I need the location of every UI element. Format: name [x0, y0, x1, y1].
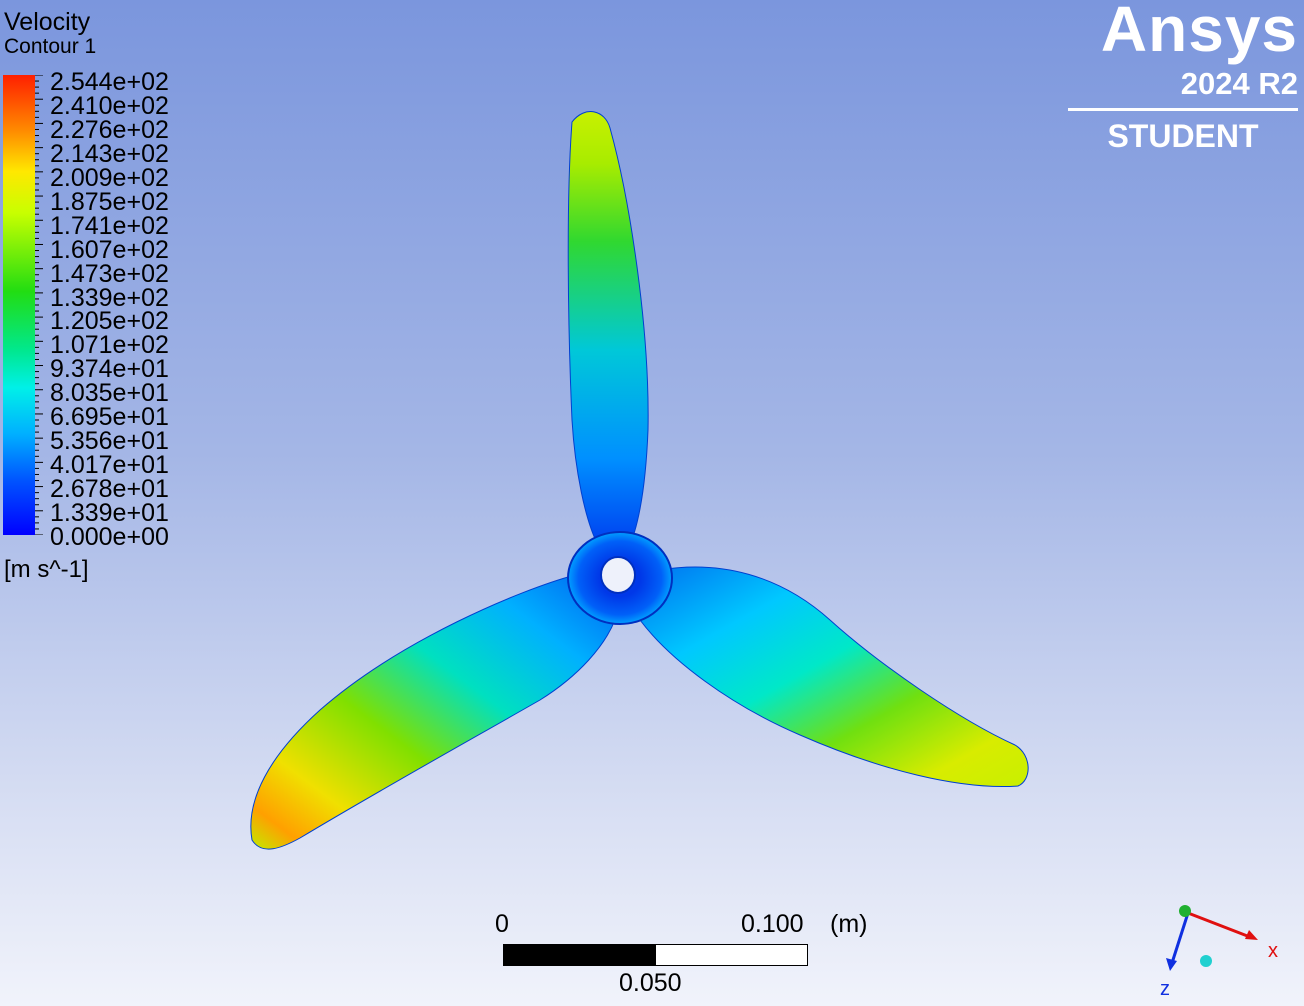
- propeller-blade-right: [639, 566, 1029, 787]
- scale-mid-label: 0.050: [619, 969, 682, 997]
- color-bar-label: 2.678e+01: [50, 475, 169, 504]
- scale-unit-label: (m): [830, 910, 868, 938]
- z-axis-arrowhead: [1166, 958, 1177, 971]
- color-bar-label: 2.544e+02: [50, 68, 169, 96]
- color-bar-label: 1.339e+01: [50, 499, 169, 528]
- z-axis-arrow: [1170, 912, 1190, 964]
- color-bar-label: 1.339e+02: [50, 283, 169, 312]
- scale-bar-white-segment: [655, 944, 808, 966]
- color-bar-label: 9.374e+01: [50, 355, 169, 384]
- logo-edition: STUDENT: [1107, 118, 1259, 154]
- contour-name: Contour 1: [4, 35, 97, 58]
- legend-title: Velocity Contour 1: [4, 8, 96, 58]
- color-bar-label: 1.205e+02: [50, 307, 169, 336]
- color-bar-label: 2.143e+02: [50, 139, 169, 168]
- color-bar-label: 2.009e+02: [50, 163, 169, 192]
- scale-end-label: 0.100: [741, 910, 804, 938]
- triad-marker: [1200, 955, 1212, 967]
- color-bar-label: 6.695e+01: [50, 403, 169, 432]
- axis-triad[interactable]: x z: [1150, 895, 1290, 1000]
- hub-bore: [600, 556, 636, 594]
- color-bar-label: 8.035e+01: [50, 379, 169, 408]
- color-bar-label: 1.473e+02: [50, 259, 169, 288]
- color-bar-ticks: [35, 75, 43, 535]
- logo-divider: [1068, 108, 1298, 111]
- color-bar-label: 1.071e+02: [50, 331, 169, 360]
- x-axis-arrowhead: [1245, 930, 1258, 940]
- x-axis-label: x: [1268, 940, 1278, 962]
- color-bar: [3, 75, 35, 535]
- z-axis-label: z: [1160, 978, 1170, 1000]
- color-bar-label: 2.276e+02: [50, 115, 169, 144]
- scale-bar: 0 0.100 (m) 0.050: [495, 905, 895, 1000]
- units-label: [m s^-1]: [4, 556, 89, 583]
- scale-bar-black-segment: [503, 944, 657, 966]
- propeller-blade-top: [567, 111, 649, 546]
- color-bar-label: 4.017e+01: [50, 451, 169, 480]
- ansys-logo: Ansys 2024 R2 STUDENT: [1068, 0, 1298, 160]
- logo-brand: Ansys: [1100, 0, 1298, 65]
- triad-origin: [1179, 905, 1191, 917]
- logo-version: 2024 R2: [1180, 66, 1298, 101]
- color-bar-label: 1.741e+02: [50, 211, 169, 240]
- variable-name: Velocity: [4, 8, 91, 36]
- color-bar-label: 0.000e+00: [50, 523, 169, 551]
- color-bar-label: 1.607e+02: [50, 235, 169, 264]
- color-bar-label: 1.875e+02: [50, 187, 169, 216]
- color-bar-label: 2.410e+02: [50, 91, 169, 120]
- scale-start-label: 0: [495, 910, 509, 938]
- propeller-blade-left: [250, 574, 616, 850]
- color-bar-label: 5.356e+01: [50, 427, 169, 456]
- x-axis-arrow: [1187, 911, 1251, 939]
